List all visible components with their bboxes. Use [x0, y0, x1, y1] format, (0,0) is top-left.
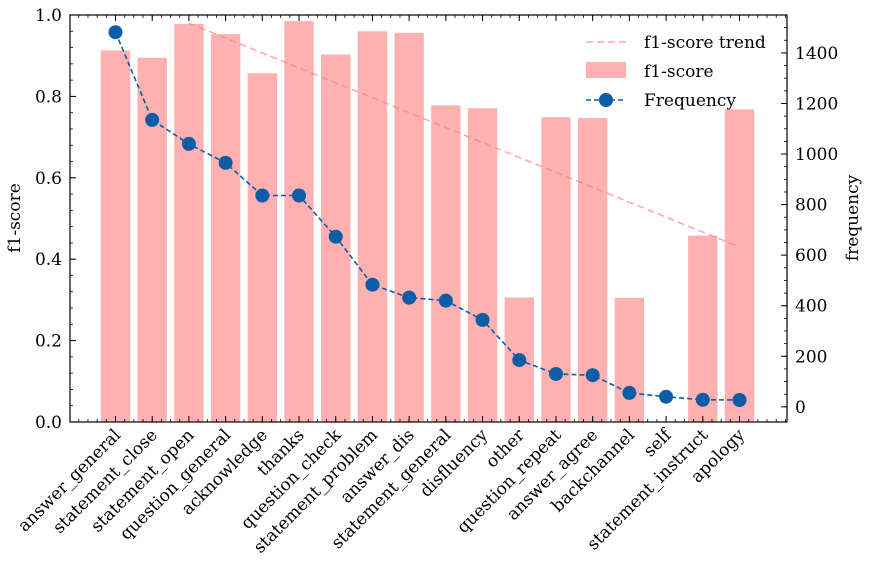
y2-tick-label: 200	[795, 347, 827, 367]
frequency-point-statement_problem	[365, 277, 380, 292]
f1-trend-line	[188, 22, 740, 248]
bar-disfluency	[467, 108, 498, 422]
plot-frame	[69, 14, 788, 423]
frequency-point-statement_instruct	[695, 392, 710, 407]
frequency-point-question_check	[328, 229, 343, 244]
frequency-point-backchannel	[622, 385, 637, 400]
y-tick-label: 0.0	[35, 413, 62, 433]
y-tick-label: 0.6	[35, 169, 62, 189]
y2-tick-label: 0	[795, 398, 806, 418]
legend-f1-label: f1-score	[644, 62, 714, 82]
bar-backchannel	[614, 297, 645, 422]
trend-line	[188, 22, 740, 248]
y2-axis-title: frequency	[843, 174, 863, 261]
y2-tick-label: 1000	[795, 145, 838, 165]
y2-tick-label: 800	[795, 196, 827, 216]
bar-apology	[724, 109, 755, 422]
y2-tick-label: 400	[795, 297, 827, 317]
frequency-point-apology	[732, 393, 747, 408]
frequency-point-statement_general	[438, 293, 453, 308]
frequency-point-answer_agree	[585, 368, 600, 383]
y-tick-label: 0.8	[35, 87, 62, 107]
axis-ticks	[70, 14, 787, 423]
y-tick-label: 0.2	[35, 332, 62, 352]
frequency-point-statement_close	[145, 112, 160, 127]
frequency-point-self	[659, 389, 674, 404]
frequency-point-question_repeat	[548, 366, 563, 381]
y-tick-label: 1.0	[35, 6, 62, 26]
y-axis-title: f1-score	[5, 183, 25, 253]
frequency-point-disfluency	[475, 312, 490, 327]
bar-acknowledge	[247, 73, 278, 423]
bar-answer_dis	[394, 32, 424, 423]
bar-statement_open	[174, 23, 204, 422]
legend-frequency-label: Frequency	[644, 91, 736, 111]
legend-f1-swatch	[586, 62, 626, 78]
bar-question_general	[210, 34, 241, 423]
y2-tick-label: 1400	[795, 44, 838, 64]
bar-answer_general	[100, 50, 131, 423]
frequency-point-thanks	[292, 188, 307, 203]
frequency-point-other	[512, 353, 527, 368]
legend: f1-score trend f1-score Frequency	[586, 33, 766, 111]
frequency-point-question_general	[218, 155, 233, 170]
bar-statement_general	[431, 105, 461, 422]
bar-statement_instruct	[688, 235, 718, 422]
y2-tick-label: 1200	[795, 94, 838, 114]
legend-trend-label: f1-score trend	[644, 33, 766, 53]
bar-statement_problem	[357, 31, 388, 423]
bar-thanks	[284, 21, 314, 422]
frequency-point-statement_open	[181, 136, 196, 151]
legend-frequency-marker	[599, 93, 613, 107]
frequency-point-answer_dis	[402, 290, 417, 305]
bar-statement_close	[137, 57, 167, 423]
y2-tick-label: 600	[795, 246, 827, 266]
frequency-point-acknowledge	[255, 188, 270, 203]
y-tick-label: 0.4	[35, 250, 62, 270]
frequency-line	[114, 31, 740, 401]
frequency-series	[108, 25, 747, 408]
frequency-point-answer_general	[108, 25, 123, 40]
